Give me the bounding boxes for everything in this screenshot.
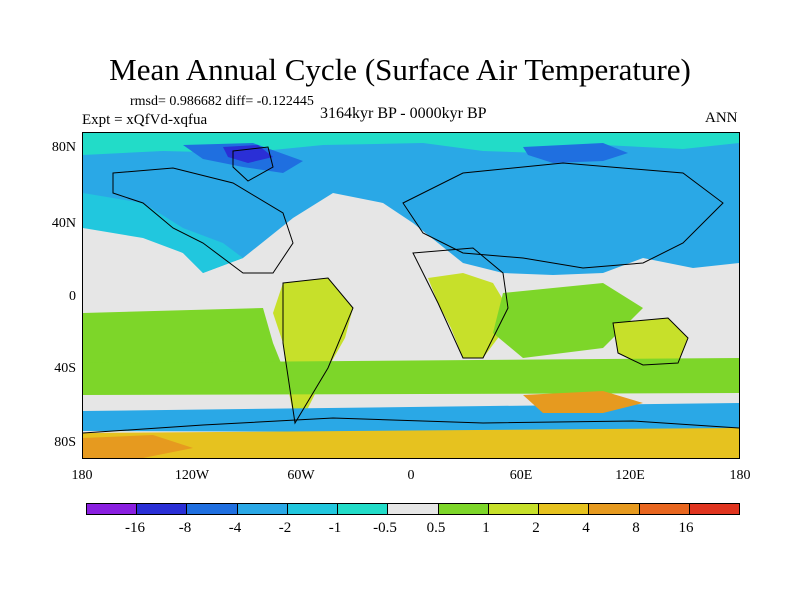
lat-label: 40S [54, 361, 76, 376]
colorbar-label: -4 [228, 520, 242, 536]
colorbar-label: 2 [532, 520, 540, 536]
africa-warm [428, 273, 508, 358]
colorbar-label: -8 [178, 520, 192, 536]
colorbar-cell [287, 504, 339, 514]
colorbar-cell [589, 504, 640, 514]
south-america-outline [282, 277, 354, 425]
colorbar-label: 0.5 [426, 520, 446, 536]
colorbar-label: -16 [125, 520, 145, 536]
lon-label: 120E [615, 468, 645, 483]
lat-label: 80N [51, 140, 76, 155]
colorbar-cell [539, 504, 590, 514]
colorbar-cell [438, 504, 489, 514]
lat-label: 0 [69, 289, 76, 304]
chart-title: Mean Annual Cycle (Surface Air Temperatu… [109, 52, 691, 87]
colorbar-label: -1 [328, 520, 342, 536]
north-light-cool [83, 193, 243, 273]
colorbar-label: -2 [278, 520, 292, 536]
colorbar-cell [388, 504, 439, 514]
antarctic-hot-patch [523, 391, 643, 413]
colorbar-cell [639, 504, 690, 514]
colorbar-cell [87, 504, 138, 514]
lon-label: 180 [729, 468, 751, 483]
colorbar-cell [488, 504, 540, 514]
colorbar-label: 4 [582, 520, 590, 536]
coastlines [82, 146, 740, 434]
colorbar-cell [137, 504, 188, 514]
lon-label: 180 [71, 468, 93, 483]
period-label: 3164kyr BP - 0000kyr BP [320, 105, 487, 122]
siberia-cold-patch [523, 143, 628, 163]
colorbar-label: 16 [678, 520, 694, 536]
antarctic-orange-patch [83, 435, 193, 458]
map-svg [82, 133, 740, 458]
lat-label: 80S [54, 435, 76, 450]
north-cool-band [83, 141, 739, 275]
stats-text: rmsd= 0.986682 diff= -0.122445 [130, 94, 314, 109]
indian-ocean-warm [493, 283, 643, 358]
temperature-anomaly-map [82, 132, 740, 459]
australia-warm [613, 318, 688, 365]
season-label: ANN [705, 110, 738, 126]
colorbar-cell [237, 504, 288, 514]
lon-label: 120W [174, 468, 210, 483]
antarctica-outline [82, 417, 740, 434]
colorbar-cell [689, 504, 740, 514]
lon-label: 60W [287, 468, 315, 483]
lon-label: 60E [509, 468, 533, 483]
lon-label: 0 [407, 468, 415, 483]
colorbar-label: 1 [482, 520, 490, 536]
lat-label: 40N [51, 216, 76, 231]
africa-outline [412, 247, 509, 359]
colorbar [86, 503, 740, 515]
colorbar-cell [187, 504, 238, 514]
colorbar-label: -0.5 [373, 520, 397, 536]
north-america-outline [112, 167, 294, 274]
colorbar-cell [338, 504, 389, 514]
south-pacific-warm [83, 308, 283, 373]
antarctic-warm-band [83, 428, 739, 458]
southern-warm-band [83, 358, 739, 395]
greenland-outline [232, 146, 274, 182]
greenland-cold-patch [223, 145, 273, 163]
australia-outline [612, 317, 689, 366]
colorbar-label: 8 [632, 520, 640, 536]
experiment-label: Expt = xQfVd-xqfua [82, 112, 208, 128]
